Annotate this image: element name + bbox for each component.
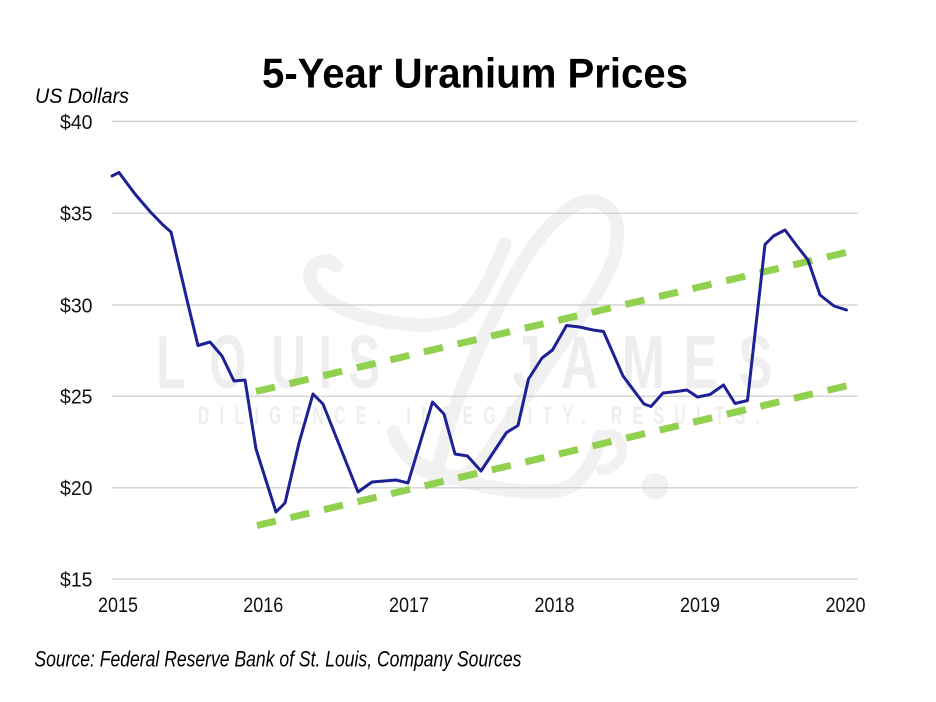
svg-text:$30: $30: [60, 295, 93, 317]
svg-text:5-Year Uranium Prices: 5-Year Uranium Prices: [262, 50, 688, 97]
svg-text:2019: 2019: [680, 594, 720, 617]
svg-text:2018: 2018: [535, 594, 575, 617]
svg-text:2017: 2017: [389, 594, 429, 617]
svg-text:$25: $25: [60, 387, 93, 409]
svg-text:2015: 2015: [98, 594, 138, 617]
svg-text:$35: $35: [60, 204, 93, 226]
svg-text:2020: 2020: [826, 594, 866, 617]
svg-text:$40: $40: [60, 112, 93, 134]
svg-text:$20: $20: [60, 478, 93, 500]
svg-text:Source: Federal Reserve Bank o: Source: Federal Reserve Bank of St. Loui…: [34, 647, 521, 672]
svg-text:2016: 2016: [243, 594, 283, 617]
svg-text:US Dollars: US Dollars: [35, 85, 129, 108]
svg-text:$15: $15: [60, 569, 93, 591]
